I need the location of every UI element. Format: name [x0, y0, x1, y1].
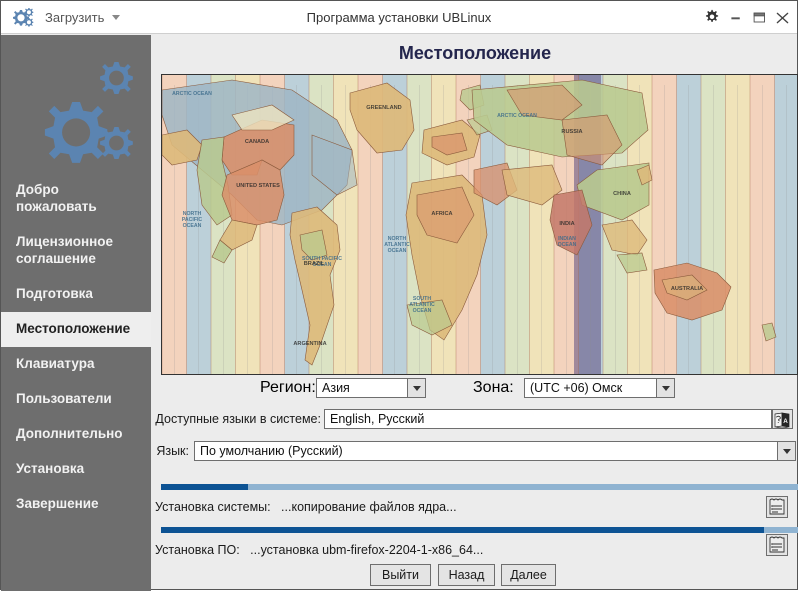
svg-text:ARCTIC OCEAN: ARCTIC OCEAN	[172, 91, 212, 97]
svg-text:BRAZIL: BRAZIL	[304, 261, 325, 267]
svg-text:GREENLAND: GREENLAND	[366, 105, 401, 111]
svg-text:A: A	[783, 418, 788, 425]
svg-text:ARGENTINA: ARGENTINA	[293, 341, 326, 347]
svg-text:AFRICA: AFRICA	[431, 211, 452, 217]
svg-text:ARCTIC OCEAN: ARCTIC OCEAN	[497, 113, 537, 119]
svg-text:RUSSIA: RUSSIA	[561, 129, 582, 135]
svg-text:UNITED STATES: UNITED STATES	[236, 183, 280, 189]
svg-text:CANADA: CANADA	[245, 139, 269, 145]
svg-text:INDIA: INDIA	[559, 221, 574, 227]
svg-text:CHINA: CHINA	[613, 191, 631, 197]
svg-text:AUSTRALIA: AUSTRALIA	[671, 286, 703, 292]
